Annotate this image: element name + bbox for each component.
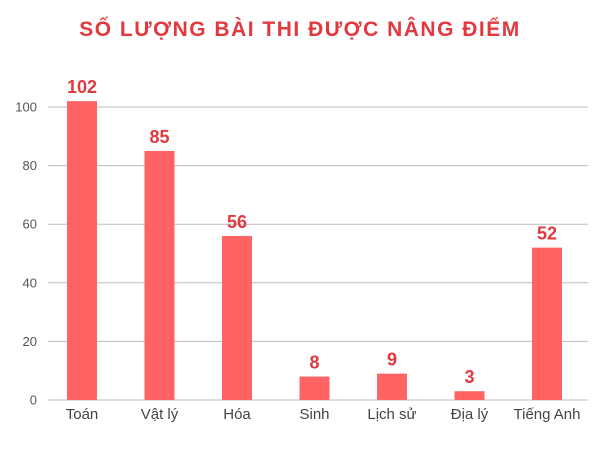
bar-5 bbox=[454, 391, 485, 400]
data-label-1: 85 bbox=[149, 127, 169, 147]
category-label-4: Lịch sử bbox=[367, 406, 416, 423]
y-axis-tick-labels: 0 20 40 60 80 100 bbox=[15, 100, 37, 408]
data-labels: 102 85 56 8 9 3 52 bbox=[67, 77, 557, 387]
category-label-0: Toán bbox=[66, 406, 99, 423]
data-label-6: 52 bbox=[537, 224, 557, 244]
data-label-2: 56 bbox=[227, 212, 247, 232]
y-tick-label-100: 100 bbox=[15, 100, 37, 115]
x-axis-category-labels: Toán Vật lý Hóa Sinh Lịch sử Địa lý Tiếng Anh bbox=[66, 406, 581, 423]
y-tick-label-60: 60 bbox=[23, 217, 37, 232]
data-label-0: 102 bbox=[67, 77, 97, 97]
bar-1 bbox=[144, 150, 175, 400]
bar-3 bbox=[299, 376, 330, 400]
category-label-3: Sinh bbox=[299, 406, 329, 423]
bar-0 bbox=[67, 101, 97, 400]
y-tick-label-80: 80 bbox=[23, 158, 37, 173]
category-label-2: Hóa bbox=[223, 406, 251, 423]
bars bbox=[67, 101, 562, 400]
y-tick-label-40: 40 bbox=[23, 275, 37, 290]
chart-title: SỐ LƯỢNG BÀI THI ĐƯỢC NÂNG ĐIỂM bbox=[79, 18, 521, 41]
y-tick-label-0: 0 bbox=[30, 393, 37, 408]
data-label-4: 9 bbox=[387, 350, 397, 370]
category-label-1: Vật lý bbox=[141, 406, 179, 423]
bar-4 bbox=[377, 373, 407, 400]
bar-2 bbox=[222, 235, 252, 400]
y-tick-label-20: 20 bbox=[23, 334, 37, 349]
category-label-6: Tiếng Anh bbox=[514, 406, 581, 423]
data-label-5: 3 bbox=[464, 367, 474, 387]
bar-6 bbox=[532, 247, 562, 400]
category-label-5: Địa lý bbox=[451, 406, 489, 423]
data-label-3: 8 bbox=[309, 353, 319, 373]
